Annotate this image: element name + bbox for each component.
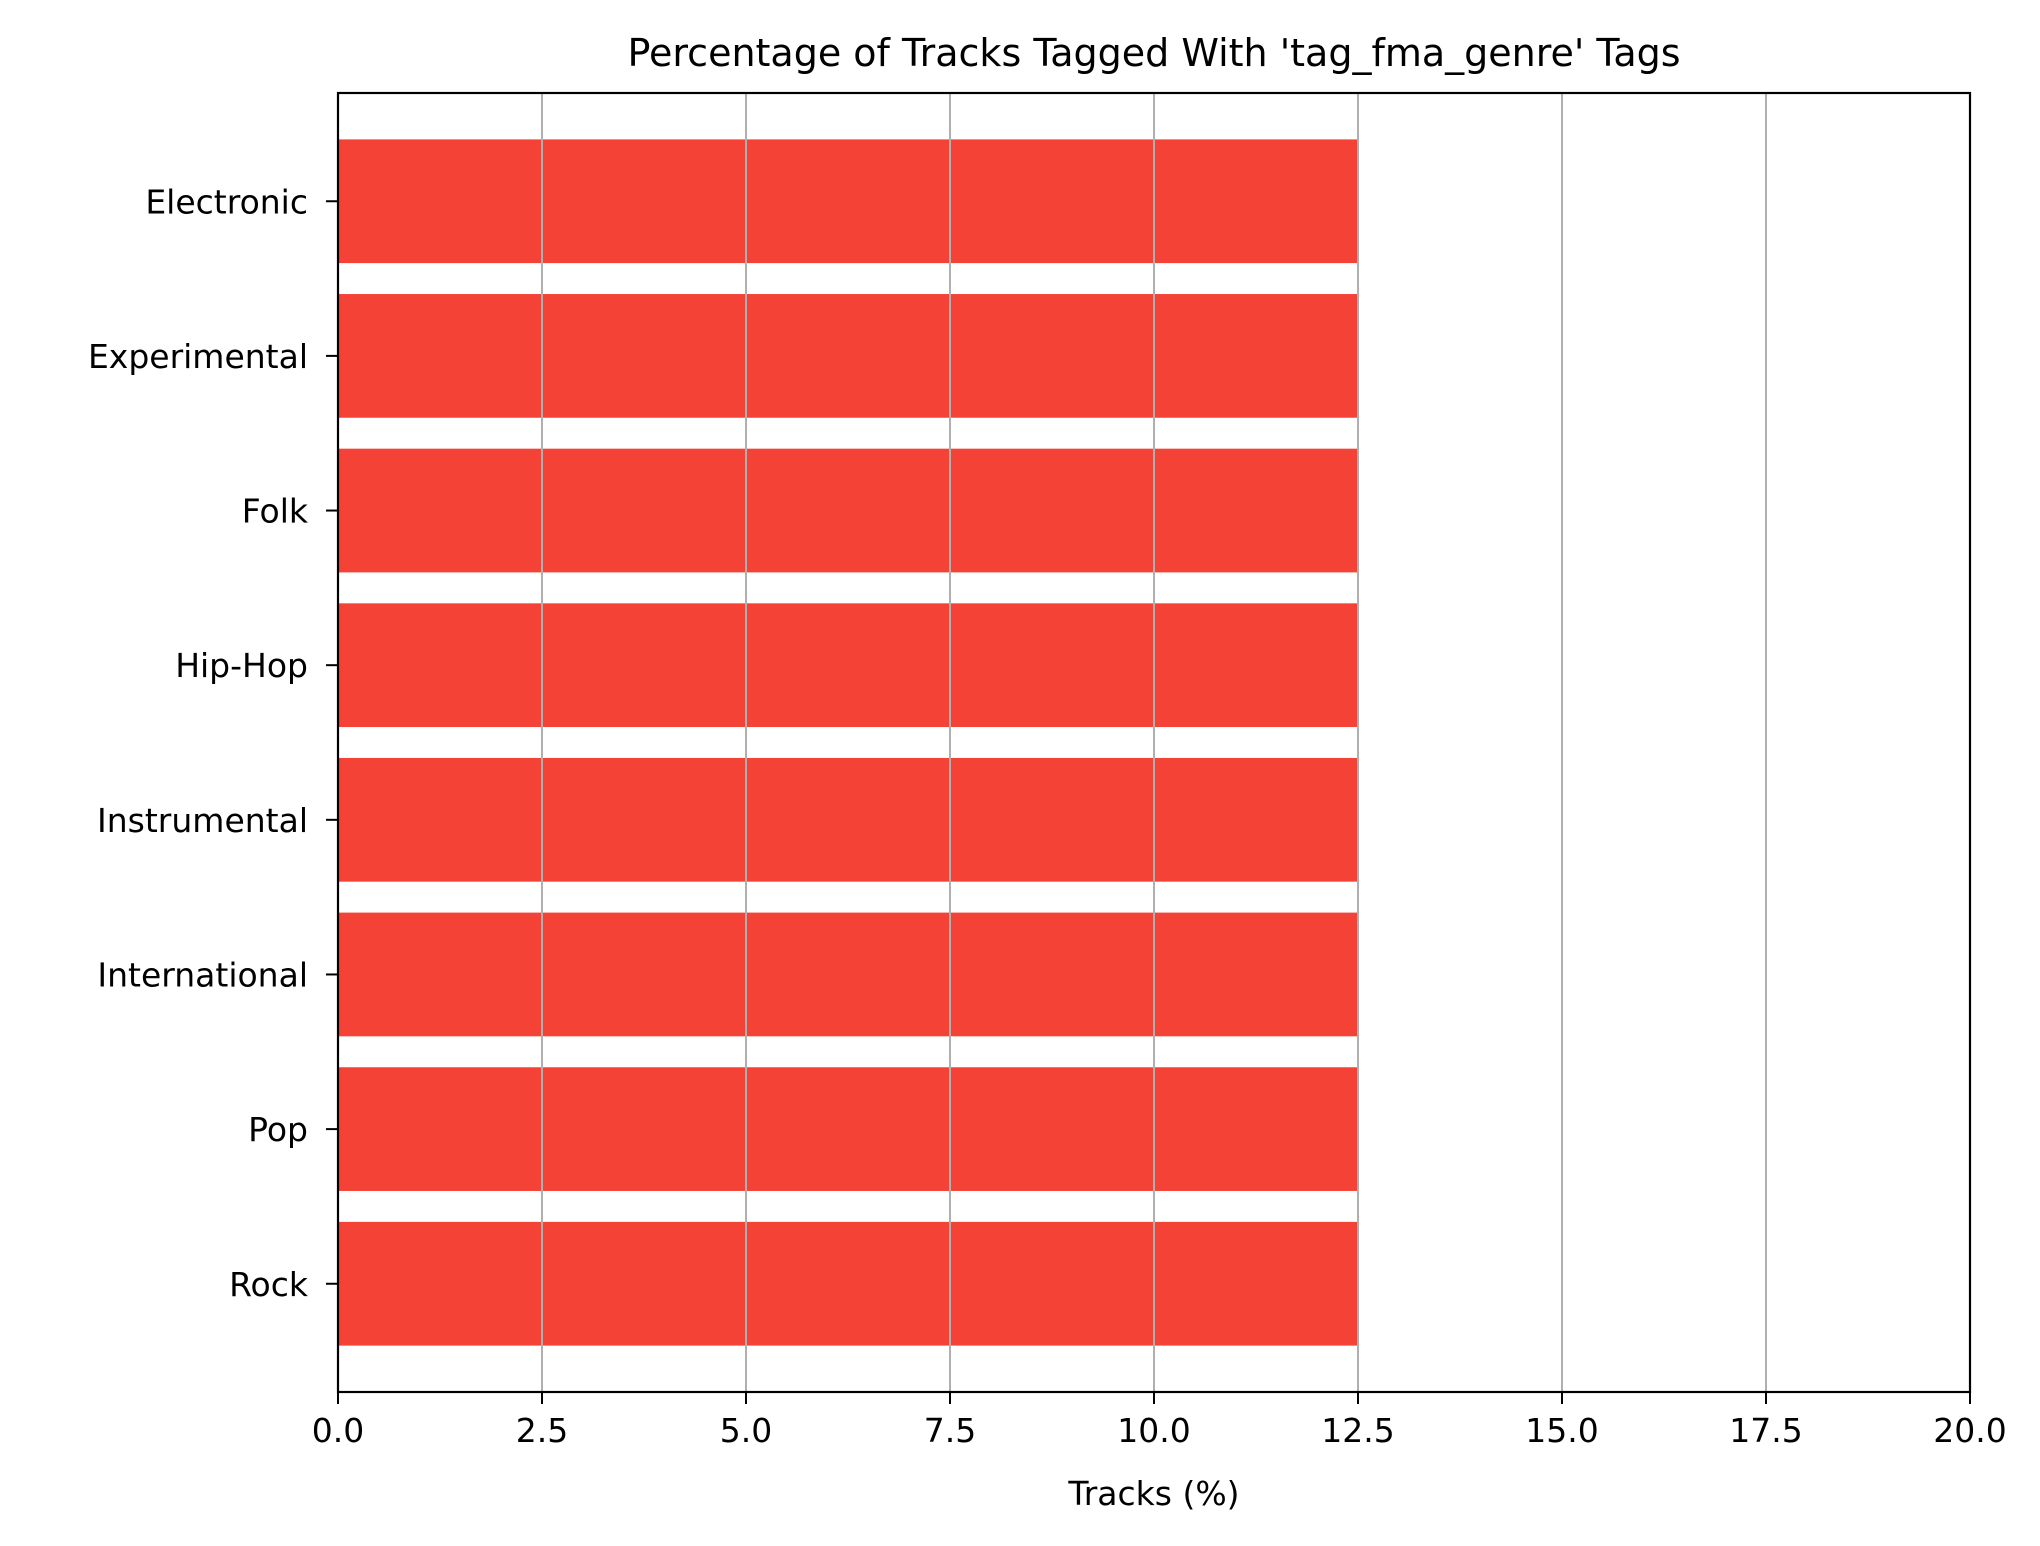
y-tick-label-hip-hop: Hip-Hop	[175, 646, 308, 685]
bar-electronic	[338, 139, 1358, 264]
gridlines	[541, 93, 1767, 1392]
y-tick-label-pop: Pop	[248, 1110, 308, 1149]
bar-international	[338, 912, 1358, 1037]
y-tick-label-international: International	[97, 955, 308, 994]
y-axis: Electronic Experimental Folk Hip-Hop Instrum…	[88, 182, 338, 1304]
bar-experimental	[338, 294, 1358, 418]
bars-layer	[338, 139, 1358, 1346]
bar-folk	[338, 448, 1358, 573]
bar-hip-hop	[338, 603, 1358, 728]
x-tick-label-2.5: 2.5	[516, 1411, 568, 1450]
x-tick-label-10.0: 10.0	[1117, 1411, 1190, 1450]
y-tick-label-rock: Rock	[229, 1265, 309, 1304]
x-axis-label: Tracks (%)	[1067, 1474, 1239, 1513]
chart-title: Percentage of Tracks Tagged With 'tag_fm…	[627, 31, 1680, 75]
x-axis: 0.0 2.5 5.0 7.5 10.0 12.5 15.0 17.5 20.0	[312, 1392, 2007, 1450]
bar-rock	[338, 1221, 1358, 1346]
bar-instrumental	[338, 757, 1358, 882]
x-tick-label-20.0: 20.0	[1933, 1411, 2006, 1450]
x-tick-label-7.5: 7.5	[924, 1411, 976, 1450]
x-tick-label-12.5: 12.5	[1321, 1411, 1394, 1450]
y-tick-label-instrumental: Instrumental	[97, 801, 308, 840]
x-tick-label-15.0: 15.0	[1525, 1411, 1598, 1450]
bar-pop	[338, 1067, 1358, 1191]
y-tick-label-folk: Folk	[242, 492, 309, 531]
y-tick-label-experimental: Experimental	[88, 337, 308, 376]
x-tick-label-5.0: 5.0	[720, 1411, 772, 1450]
x-tick-label-17.5: 17.5	[1729, 1411, 1802, 1450]
y-tick-label-electronic: Electronic	[145, 182, 308, 221]
x-tick-label-0.0: 0.0	[312, 1411, 364, 1450]
